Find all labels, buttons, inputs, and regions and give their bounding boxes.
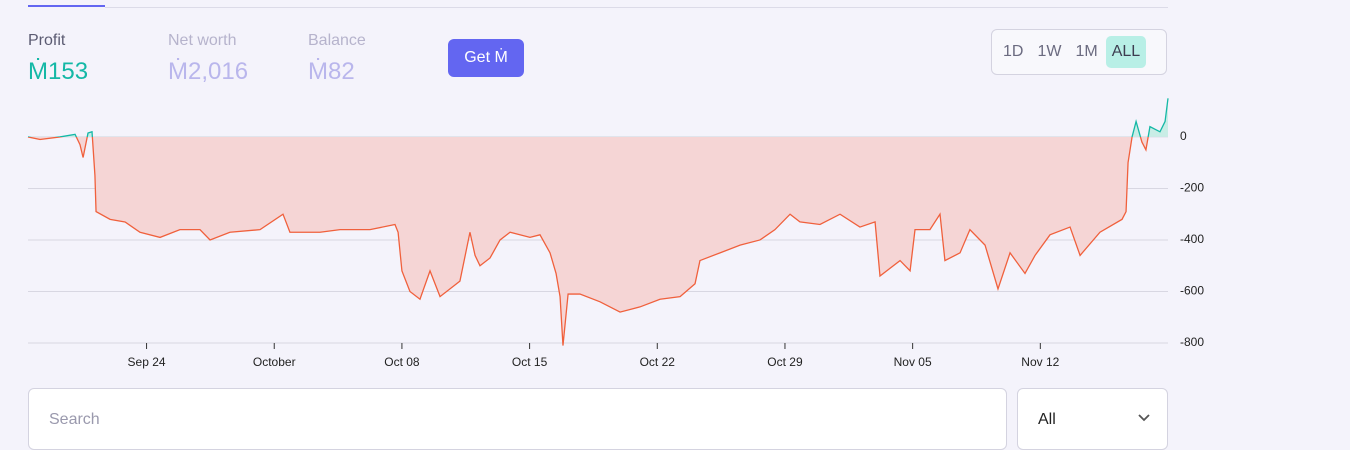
stat-value: Ṁ82 xyxy=(308,58,355,85)
y-tick-label: -600 xyxy=(1180,284,1204,298)
x-tick-label: Oct 15 xyxy=(512,355,548,369)
area xyxy=(28,98,1168,346)
x-tick-label: Nov 05 xyxy=(894,355,932,369)
y-tick-label: -400 xyxy=(1180,232,1204,246)
stat-label: Balance xyxy=(308,32,366,49)
profit-line xyxy=(27,98,1169,346)
stat-label: Profit xyxy=(28,32,66,49)
page: Profit Ṁ153 Net worth Ṁ2,016 Balance Ṁ82 Get … xyxy=(27,5,1205,450)
get-mana-button[interactable]: Get Ṁ xyxy=(448,39,524,77)
stat-label: Net worth xyxy=(168,32,237,49)
x-tick-label: Sep 24 xyxy=(128,355,166,369)
y-tick-label: -200 xyxy=(1180,181,1204,195)
x-tick-label: October xyxy=(253,355,296,369)
stat-value: Ṁ153 xyxy=(28,58,89,85)
chevron xyxy=(1138,414,1150,422)
stat-value: Ṁ2,016 xyxy=(168,58,249,85)
active-tab-indicator xyxy=(28,5,105,7)
range-option[interactable]: 1D xyxy=(1003,43,1024,60)
x-tick-label: Oct 22 xyxy=(640,355,676,369)
x-tick-label: Nov 12 xyxy=(1021,355,1059,369)
chart: 0 -200 -400 -600 -800 Sep 24 October Oct 08 Oct … xyxy=(27,98,1204,369)
y-tick-label: 0 xyxy=(1180,129,1187,143)
search-box[interactable]: Search xyxy=(28,388,1007,450)
x-tick-label: Oct 29 xyxy=(767,355,803,369)
tab-border xyxy=(105,7,1168,8)
range-option[interactable]: 1W xyxy=(1037,43,1062,60)
range-option[interactable]: ALL xyxy=(1105,36,1147,68)
range-selector: 1D 1W 1M ALL xyxy=(991,29,1167,75)
range-option[interactable]: 1M xyxy=(1075,43,1098,60)
filter-value: All xyxy=(1038,411,1056,428)
filter-select[interactable]: All xyxy=(1017,388,1168,450)
y-tick-label: -800 xyxy=(1180,335,1204,349)
search-placeholder: Search xyxy=(49,411,100,428)
x-tick-label: Oct 08 xyxy=(384,355,420,369)
